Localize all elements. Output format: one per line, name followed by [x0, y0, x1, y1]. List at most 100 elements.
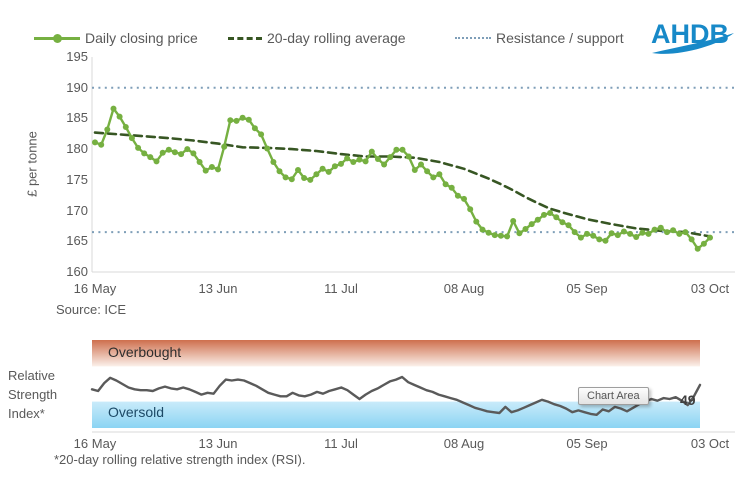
daily-price-point [208, 164, 215, 170]
oversold-label: Oversold [108, 404, 165, 420]
x-tick-label: 16 May [73, 281, 117, 296]
x-tick-label: 03 Oct [690, 436, 730, 451]
daily-price-point [319, 165, 326, 172]
x-tick-label: 08 Aug [443, 436, 485, 451]
daily-price-point [362, 158, 369, 165]
rsi-title-line1: Relative [8, 368, 55, 383]
daily-price-point [356, 156, 363, 163]
x-tick-label: 16 May [73, 436, 117, 451]
rsi-last-value: 49 [680, 392, 696, 408]
daily-price-point [602, 237, 609, 244]
rsi-x-ticks: 16 May 13 Jun 11 Jul 08 Aug 05 Sep 03 Oct [0, 436, 740, 452]
daily-price-point [239, 114, 246, 121]
x-tick-label: 11 Jul [324, 281, 358, 296]
rolling-average-line [93, 131, 712, 238]
x-tick-label: 03 Oct [690, 281, 730, 296]
daily-price-point [128, 135, 135, 142]
legend-label-average: 20-day rolling average [267, 30, 406, 46]
daily-price-point [368, 148, 375, 155]
daily-price-point [227, 117, 234, 124]
daily-price-point [110, 105, 117, 112]
daily-price-point [374, 156, 381, 162]
y-tick-labels: 195 190 185 180 175 170 165 160 [52, 0, 88, 300]
daily-price-point [399, 146, 406, 153]
rsi-axis-title: Relative Strength Index* [8, 366, 57, 423]
daily-price-point [676, 230, 683, 237]
daily-price-point [301, 175, 308, 181]
daily-price-point [147, 154, 154, 161]
daily-price-point [184, 146, 191, 153]
daily-price-point [454, 192, 461, 199]
daily-price-point [694, 245, 701, 252]
daily-price-point [221, 143, 228, 150]
legend-item-daily: Daily closing price [34, 30, 198, 46]
daily-price-point [264, 145, 271, 152]
daily-price-point [522, 226, 529, 232]
daily-price-point [338, 160, 344, 167]
daily-price-point [116, 113, 123, 120]
legend-item-average: 20-day rolling average [228, 30, 406, 46]
daily-price-point [122, 124, 129, 130]
daily-price-point [670, 227, 677, 234]
legend-label-reference: Resistance / support [496, 30, 624, 46]
x-tick-label: 13 Jun [198, 281, 238, 296]
daily-price-point [467, 206, 474, 213]
daily-price-point [577, 234, 584, 241]
daily-price-point [171, 149, 178, 156]
daily-price-point [528, 221, 535, 228]
daily-price-point [688, 236, 695, 243]
daily-price-point [387, 154, 394, 161]
daily-price-point [215, 166, 221, 173]
daily-price-point [436, 171, 443, 178]
overbought-band [92, 340, 700, 367]
daily-price-point [541, 211, 547, 218]
reference-line-marker [455, 37, 491, 39]
daily-price-line [94, 107, 711, 250]
y-tick-label: 160 [66, 264, 88, 279]
daily-price-point [190, 150, 197, 157]
rsi-line [90, 375, 702, 416]
daily-price-point [707, 234, 713, 241]
daily-price-point [504, 233, 511, 240]
daily-price-point [516, 230, 523, 237]
daily-price-point [473, 218, 480, 225]
rsi-title-line3: Index* [8, 406, 45, 421]
y-tick-label: 185 [66, 110, 88, 126]
y-tick-label: 180 [66, 141, 88, 157]
daily-price-point [491, 232, 498, 239]
daily-price-point [233, 117, 240, 124]
daily-price-point [141, 150, 148, 157]
daily-price-point [307, 176, 314, 183]
daily-price-point [534, 216, 541, 223]
ahdb-logo-swoosh-icon [652, 33, 734, 54]
daily-price-point [350, 159, 357, 165]
rsi-title-line2: Strength [8, 387, 58, 402]
daily-price-point [331, 163, 338, 170]
daily-price-point [418, 161, 424, 168]
daily-price-point [547, 210, 554, 216]
daily-price-point [92, 139, 98, 146]
daily-price-point [424, 168, 431, 175]
daily-price-point [178, 151, 185, 158]
ahdb-logo: AHDB [651, 19, 734, 54]
daily-price-point [202, 167, 209, 174]
daily-price-point [288, 176, 295, 183]
y-tick-label: 195 [66, 49, 88, 64]
daily-price-point [165, 146, 172, 153]
daily-price-point [590, 232, 597, 239]
daily-price-point [627, 230, 634, 237]
ahdb-logo-text: AHDB [651, 19, 729, 49]
daily-price-point [553, 214, 560, 221]
daily-price-point [565, 222, 572, 229]
daily-price-point [485, 229, 492, 236]
daily-price-point [325, 168, 332, 175]
y-tick-label: 175 [66, 171, 88, 187]
overbought-label: Overbought [108, 344, 182, 360]
y-tick-label: 170 [66, 202, 88, 218]
oversold-band [92, 401, 700, 428]
daily-price-point [276, 168, 283, 175]
daily-price-point [295, 167, 301, 173]
daily-price-point [405, 153, 412, 160]
x-tick-label: 11 Jul [324, 436, 358, 451]
